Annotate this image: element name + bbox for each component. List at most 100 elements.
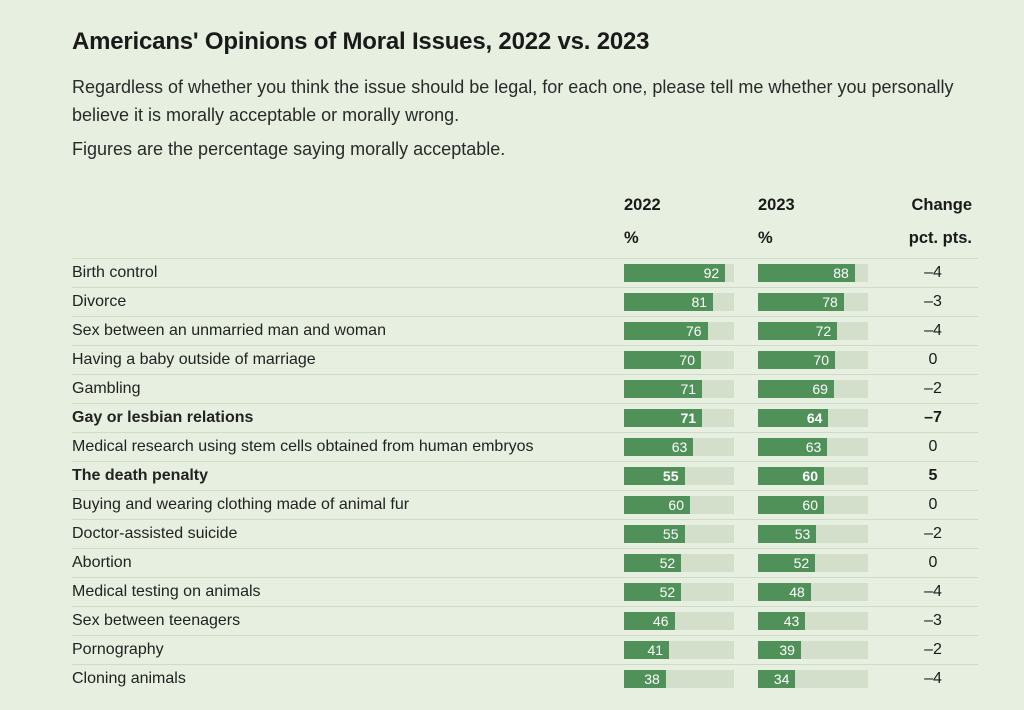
bar-value: 63 bbox=[758, 438, 827, 456]
row-label: Birth control bbox=[72, 258, 618, 287]
bar-cell-2022: 71 bbox=[618, 374, 752, 403]
row-change: 0 bbox=[886, 548, 978, 577]
bar-value: 55 bbox=[624, 525, 685, 543]
row-change: 5 bbox=[886, 461, 978, 490]
table-row: Buying and wearing clothing made of anim… bbox=[72, 490, 978, 519]
bar-track: 76 bbox=[624, 322, 734, 340]
header-year-b: 2023 bbox=[752, 192, 886, 219]
table-row: Gambling7169–2 bbox=[72, 374, 978, 403]
row-change: –7 bbox=[886, 403, 978, 432]
bar-track: 88 bbox=[758, 264, 868, 282]
unit-pct-b: % bbox=[752, 219, 886, 259]
moral-issues-table: 2022 2023 Change % % pct. pts. Birth con… bbox=[72, 192, 978, 693]
subtitle-line-1: Regardless of whether you think the issu… bbox=[72, 74, 968, 130]
bar-value: 52 bbox=[624, 583, 681, 601]
bar-value: 52 bbox=[624, 554, 681, 572]
row-change: 0 bbox=[886, 345, 978, 374]
row-change: 0 bbox=[886, 490, 978, 519]
row-label: Having a baby outside of marriage bbox=[72, 345, 618, 374]
table-row: Medical research using stem cells obtain… bbox=[72, 432, 978, 461]
page-title: Americans' Opinions of Moral Issues, 202… bbox=[72, 28, 968, 56]
bar-track: 64 bbox=[758, 409, 868, 427]
bar-track: 38 bbox=[624, 670, 734, 688]
table-body: Birth control 92 88 –4 Divorce 81 78 –3 Sex betw… bbox=[72, 258, 978, 693]
bar-track: 48 bbox=[758, 583, 868, 601]
bar-track: 52 bbox=[624, 554, 734, 572]
table-header: 2022 2023 Change % % pct. pts. bbox=[72, 192, 978, 259]
bar-cell-2022: 71 bbox=[618, 403, 752, 432]
bar-cell-2022: 55 bbox=[618, 461, 752, 490]
header-blank bbox=[72, 192, 618, 219]
table-row: Divorce 81 78 –3 bbox=[72, 287, 978, 316]
bar-cell-2023: 78 bbox=[752, 287, 886, 316]
unit-pct-a: % bbox=[618, 219, 752, 259]
bar-value: 92 bbox=[624, 264, 725, 282]
bar-value: 72 bbox=[758, 322, 837, 340]
bar-track: 71 bbox=[624, 409, 734, 427]
row-label: Sex between an unmarried man and woman bbox=[72, 316, 618, 345]
bar-track: 52 bbox=[624, 583, 734, 601]
row-label: The death penalty bbox=[72, 461, 618, 490]
bar-cell-2023: 69 bbox=[752, 374, 886, 403]
bar-cell-2023: 72 bbox=[752, 316, 886, 345]
bar-cell-2022: 81 bbox=[618, 287, 752, 316]
bar-value: 48 bbox=[758, 583, 811, 601]
row-label: Cloning animals bbox=[72, 664, 618, 693]
bar-track: 52 bbox=[758, 554, 868, 572]
bar-track: 71 bbox=[624, 380, 734, 398]
bar-value: 71 bbox=[624, 409, 702, 427]
bar-cell-2023: 39 bbox=[752, 635, 886, 664]
bar-cell-2023: 43 bbox=[752, 606, 886, 635]
bar-value: 78 bbox=[758, 293, 844, 311]
bar-cell-2022: 76 bbox=[618, 316, 752, 345]
row-change: –4 bbox=[886, 664, 978, 693]
bar-value: 41 bbox=[624, 641, 669, 659]
bar-cell-2022: 52 bbox=[618, 548, 752, 577]
bar-value: 69 bbox=[758, 380, 834, 398]
bar-value: 70 bbox=[624, 351, 701, 369]
bar-cell-2023: 64 bbox=[752, 403, 886, 432]
bar-cell-2023: 60 bbox=[752, 490, 886, 519]
row-change: –4 bbox=[886, 577, 978, 606]
row-change: 0 bbox=[886, 432, 978, 461]
bar-track: 70 bbox=[758, 351, 868, 369]
unit-blank bbox=[72, 219, 618, 259]
bar-track: 43 bbox=[758, 612, 868, 630]
bar-value: 81 bbox=[624, 293, 713, 311]
row-label: Gay or lesbian relations bbox=[72, 403, 618, 432]
bar-cell-2023: 34 bbox=[752, 664, 886, 693]
row-change: –2 bbox=[886, 519, 978, 548]
row-label: Sex between teenagers bbox=[72, 606, 618, 635]
row-label: Gambling bbox=[72, 374, 618, 403]
row-label: Medical testing on animals bbox=[72, 577, 618, 606]
bar-cell-2022: 52 bbox=[618, 577, 752, 606]
bar-track: 39 bbox=[758, 641, 868, 659]
bar-value: 70 bbox=[758, 351, 835, 369]
header-year-a: 2022 bbox=[618, 192, 752, 219]
row-change: –3 bbox=[886, 606, 978, 635]
bar-cell-2022: 60 bbox=[618, 490, 752, 519]
bar-track: 55 bbox=[624, 467, 734, 485]
bar-track: 63 bbox=[624, 438, 734, 456]
bar-value: 63 bbox=[624, 438, 693, 456]
bar-cell-2023: 48 bbox=[752, 577, 886, 606]
table-row: The death penalty55605 bbox=[72, 461, 978, 490]
bar-cell-2022: 55 bbox=[618, 519, 752, 548]
row-change: –4 bbox=[886, 258, 978, 287]
bar-track: 92 bbox=[624, 264, 734, 282]
bar-value: 43 bbox=[758, 612, 805, 630]
table-row: Pornography 41 39 –2 bbox=[72, 635, 978, 664]
row-change: –3 bbox=[886, 287, 978, 316]
row-label: Pornography bbox=[72, 635, 618, 664]
row-change: –2 bbox=[886, 635, 978, 664]
bar-cell-2022: 92 bbox=[618, 258, 752, 287]
bar-cell-2022: 63 bbox=[618, 432, 752, 461]
table-row: Sex between teenagers4643–3 bbox=[72, 606, 978, 635]
row-label: Divorce bbox=[72, 287, 618, 316]
bar-value: 71 bbox=[624, 380, 702, 398]
page: Americans' Opinions of Moral Issues, 202… bbox=[0, 0, 1024, 693]
bar-value: 39 bbox=[758, 641, 801, 659]
table-row: Doctor-assisted suicide5553–2 bbox=[72, 519, 978, 548]
row-label: Medical research using stem cells obtain… bbox=[72, 432, 618, 461]
bar-track: 63 bbox=[758, 438, 868, 456]
